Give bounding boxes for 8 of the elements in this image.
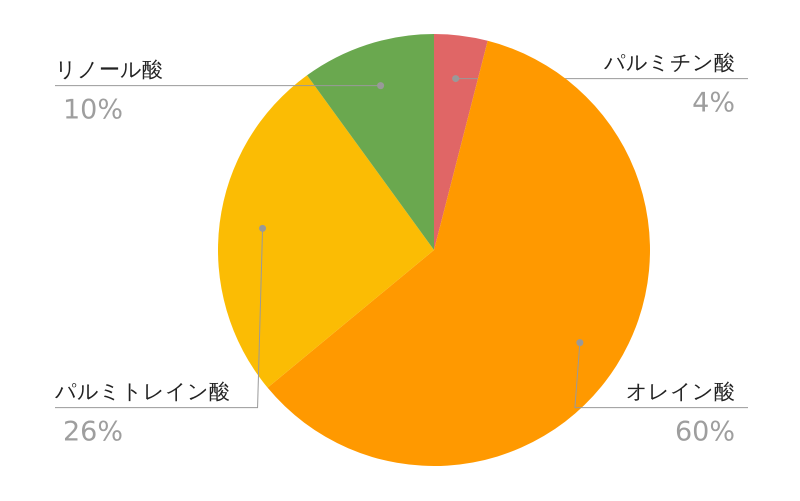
data-label: 26% xyxy=(63,416,124,448)
slice-label: パルミチン酸 xyxy=(603,50,735,75)
data-label: 60% xyxy=(674,416,735,448)
slice-label: オレイン酸 xyxy=(626,380,735,404)
slice-label: リノール酸 xyxy=(55,58,163,82)
data-label: 4% xyxy=(692,88,735,119)
data-label: 10% xyxy=(63,94,124,126)
slice-label: パルミトレイン酸 xyxy=(54,380,230,404)
